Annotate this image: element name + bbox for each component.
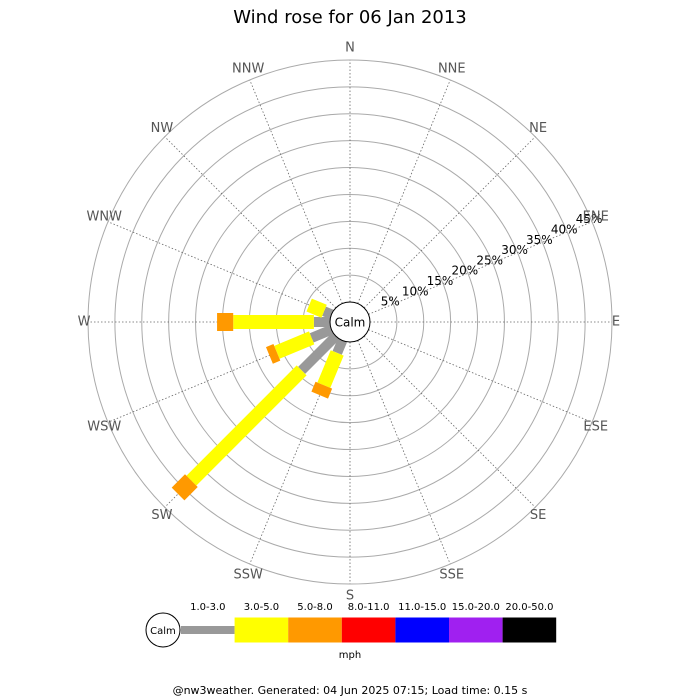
legend-label: 1.0-3.0 — [190, 602, 225, 613]
direction-label: E — [612, 315, 620, 330]
direction-label: S — [346, 589, 354, 604]
bar-segment — [233, 315, 314, 329]
legend-label: 3.0-5.0 — [244, 602, 279, 613]
bar-segment — [313, 317, 331, 327]
ring-label: 15% — [427, 274, 454, 288]
bar-segment — [217, 313, 234, 331]
legend-swatch — [181, 626, 235, 634]
legend-swatch — [502, 617, 557, 643]
direction-label: SW — [151, 508, 172, 523]
calm-circle — [329, 301, 371, 343]
direction-label: SSW — [234, 568, 264, 583]
direction-label: NE — [529, 121, 547, 136]
rose: 5%10%15%20%25%30%35%40%45% N NNE NE ENE E ESE S… — [78, 41, 621, 604]
legend-swatch — [288, 617, 342, 643]
bar-segment — [186, 365, 307, 486]
bar-segment — [171, 474, 198, 501]
ring-label: 10% — [402, 284, 429, 298]
legend: Calm 1.0-3.0 3.0-5.0 5.0-8.0 8.0-11.0 11.0-15… — [145, 602, 557, 661]
direction-label: ESE — [583, 419, 608, 434]
direction-label: WNW — [87, 210, 123, 225]
direction-label: W — [78, 315, 91, 330]
direction-label: WSW — [87, 419, 121, 434]
ring — [141, 113, 559, 531]
direction-label: NNW — [232, 61, 264, 76]
spoke — [363, 335, 536, 508]
legend-calm-label: Calm — [150, 626, 176, 637]
legend-label: 15.0-20.0 — [452, 602, 500, 613]
bar-segment — [311, 381, 333, 399]
legend-swatch — [234, 617, 289, 643]
direction-label: ENE — [583, 210, 609, 225]
ring-label: 5% — [381, 295, 400, 309]
legend-swatch — [449, 617, 503, 643]
spoke — [164, 136, 337, 309]
legend-label: 11.0-15.0 — [398, 602, 446, 613]
legend-swatch — [341, 617, 396, 643]
bar-segment — [317, 350, 344, 388]
bar-segment — [309, 325, 334, 343]
bar-segment — [306, 298, 327, 318]
legend-label: 5.0-8.0 — [297, 602, 332, 613]
bar-segment — [265, 343, 281, 364]
bar-segment — [298, 332, 340, 374]
legend-label: 8.0-11.0 — [348, 602, 390, 613]
bar-segment — [274, 331, 315, 359]
ring-label: 30% — [501, 243, 528, 257]
direction-label: N — [345, 41, 355, 56]
legend-unit: mph — [339, 650, 361, 661]
ring-label: 45% — [576, 212, 603, 226]
chart-title: Wind rose for 06 Jan 2013 — [233, 7, 467, 28]
legend-label: 20.0-50.0 — [505, 602, 553, 613]
legend-calm — [145, 612, 181, 648]
ring-label: 25% — [476, 253, 503, 267]
calm-label: Calm — [335, 316, 366, 330]
ring — [114, 86, 586, 558]
footer: @nw3weather. Generated: 04 Jun 2025 07:1… — [173, 684, 528, 697]
direction-label: SE — [530, 508, 546, 523]
ring-label: 20% — [452, 264, 479, 278]
direction-label: NW — [151, 121, 174, 136]
ring-label: 40% — [551, 223, 578, 237]
ring-label: 35% — [526, 233, 553, 247]
direction-label: NNE — [438, 61, 466, 76]
direction-label: SSE — [439, 568, 464, 583]
legend-swatch — [395, 617, 449, 643]
